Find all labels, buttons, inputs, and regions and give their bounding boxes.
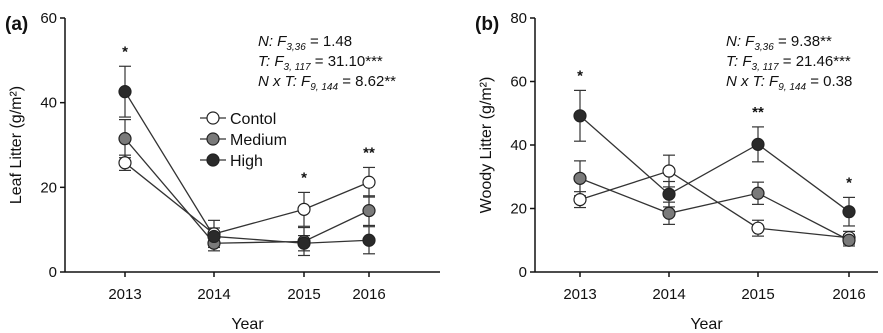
data-point-medium (751, 186, 765, 200)
data-point-contol (751, 221, 765, 235)
data-point-medium (573, 171, 587, 185)
legend: Contol Medium High (200, 111, 287, 170)
series-line-contol (124, 162, 370, 235)
data-point-high (751, 137, 765, 151)
panel-label: (b) (475, 14, 499, 35)
series-line-high (579, 115, 850, 213)
legend-marker (206, 132, 220, 146)
x-tick-label: 2013 (108, 286, 141, 303)
x-tick-label: 2015 (741, 286, 774, 303)
y-tick-label: 20 (510, 201, 527, 218)
data-point-contol (297, 202, 311, 216)
x-tick-label: 2013 (563, 286, 596, 303)
data-point-medium (118, 132, 132, 146)
legend-marker (206, 153, 220, 167)
legend-label: Contol (230, 111, 276, 128)
y-tick-label: 80 (510, 10, 527, 27)
y-axis-label: Leaf Litter (g/m²) (8, 86, 25, 204)
x-tick-label: 2016 (352, 286, 385, 303)
panel-label: (a) (5, 14, 28, 35)
significance-marker: * (846, 174, 852, 191)
stats-line: T: F3, 117 = 31.10*** (258, 53, 383, 73)
stats-line: N: F3,36 = 1.48 (258, 33, 352, 53)
x-tick-label: 2016 (832, 286, 865, 303)
stats-line: T: F3, 117 = 21.46*** (726, 53, 851, 73)
data-point-high (207, 229, 221, 244)
series-line-medium (124, 138, 370, 244)
data-point-high (573, 109, 587, 123)
data-point-contol (118, 156, 132, 170)
data-point-contol (662, 164, 676, 178)
chart-panel-b: (b) 0 20 40 60 80 2013 2014 2015 2016 Year Woody Li… (475, 10, 878, 333)
data-point-high (362, 233, 376, 247)
stats-line: N x T: F9, 144 = 0.38 (726, 73, 852, 93)
significance-marker: * (577, 67, 583, 84)
data-point-high (297, 236, 311, 250)
series-line-contol (579, 170, 850, 239)
significance-marker: * (122, 43, 128, 60)
x-axis-label: Year (690, 316, 723, 333)
data-point-high (842, 205, 856, 219)
legend-label: Medium (230, 132, 287, 149)
data-point-contol (573, 193, 587, 207)
y-tick-label: 60 (510, 74, 527, 91)
x-tick-label: 2015 (287, 286, 320, 303)
series-line-medium (579, 177, 850, 241)
significance-marker: ** (363, 144, 375, 161)
x-tick-label: 2014 (197, 286, 230, 303)
significance-marker: ** (752, 104, 764, 121)
data-point-high (662, 187, 676, 201)
data-point-medium (362, 204, 376, 218)
y-tick-label: 0 (49, 264, 57, 281)
data-point-medium (662, 206, 676, 220)
x-tick-label: 2014 (652, 286, 685, 303)
legend-marker (206, 111, 220, 125)
stats-line: N: F3,36 = 9.38** (726, 33, 832, 53)
chart-panel-a: (a) 0 20 40 60 2013 2014 2015 2016 Year Leaf Litte… (5, 10, 440, 333)
y-tick-label: 40 (510, 137, 527, 154)
y-tick-label: 0 (519, 264, 527, 281)
series-line-high (124, 91, 370, 244)
y-tick-label: 40 (40, 95, 57, 112)
y-tick-label: 20 (40, 179, 57, 196)
data-point-medium (842, 233, 856, 247)
data-point-high (118, 85, 132, 99)
y-axis-label: Woody Litter (g/m²) (478, 77, 495, 214)
y-tick-label: 60 (40, 10, 57, 27)
stats-line: N x T: F9, 144 = 8.62** (258, 73, 396, 93)
x-axis-label: Year (231, 316, 264, 333)
data-point-contol (362, 175, 376, 189)
significance-marker: * (301, 169, 307, 186)
legend-label: High (230, 153, 263, 170)
